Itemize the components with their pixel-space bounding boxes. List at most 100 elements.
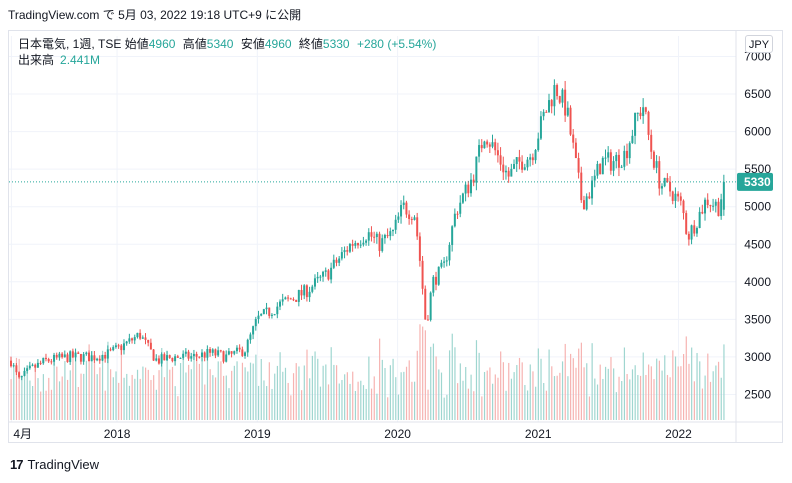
candle-body xyxy=(507,170,510,177)
candle-body xyxy=(459,202,462,214)
currency-button[interactable]: JPY xyxy=(745,35,773,53)
volume-bar xyxy=(610,357,612,420)
candle-body xyxy=(112,347,115,351)
volume-bar xyxy=(704,375,706,420)
volume-bar xyxy=(526,390,529,420)
candle-body xyxy=(90,355,93,362)
candle-body xyxy=(432,276,435,293)
candle-body xyxy=(663,177,666,187)
footer-brand[interactable]: 17 TradingView xyxy=(10,457,99,472)
volume-bar xyxy=(666,374,669,420)
price-tick-label: 5000 xyxy=(744,200,771,214)
volume-bar xyxy=(190,369,192,420)
volume-bar xyxy=(467,388,469,420)
chart-frame[interactable] xyxy=(8,30,783,443)
volume-bar xyxy=(513,372,515,420)
volume-bar xyxy=(508,362,510,420)
volume-bar xyxy=(257,385,260,420)
volume-bar xyxy=(252,363,254,420)
volume-bar xyxy=(701,388,704,420)
candle-body xyxy=(717,201,720,217)
volume-bar xyxy=(629,379,631,420)
candle-body xyxy=(39,362,42,364)
candle-body xyxy=(480,145,483,149)
volume-label: 出来高 xyxy=(18,53,55,67)
candle-body xyxy=(596,163,599,176)
candle-body xyxy=(174,356,177,362)
candle-body xyxy=(214,349,217,356)
tradingview-logo-icon: 17 xyxy=(10,457,24,472)
volume-bar xyxy=(626,373,628,420)
candle-body xyxy=(655,161,658,168)
close-label: 終値 xyxy=(298,37,323,51)
candle-body xyxy=(34,364,37,368)
candle-body xyxy=(276,306,279,315)
volume-bar xyxy=(142,366,144,420)
candle-body xyxy=(593,175,596,181)
candle-body xyxy=(61,353,64,358)
candle-body xyxy=(443,261,446,263)
volume-bar xyxy=(430,346,432,420)
candle-body xyxy=(10,360,12,367)
candle-body xyxy=(394,219,397,230)
candle-body xyxy=(609,152,612,171)
volume-bar xyxy=(532,371,534,420)
volume-bar xyxy=(548,349,550,420)
candle-body xyxy=(332,259,335,268)
volume-bar xyxy=(454,347,456,420)
volume-bar xyxy=(23,367,26,420)
volume-bar xyxy=(459,363,461,420)
volume-bar xyxy=(126,373,128,420)
candle-body xyxy=(63,354,66,358)
candle-body xyxy=(421,260,424,289)
volume-bar xyxy=(400,372,402,420)
candle-body xyxy=(607,152,610,158)
candle-body xyxy=(93,355,96,361)
candle-body xyxy=(564,89,567,116)
volume-bar xyxy=(34,371,36,420)
volume-bar xyxy=(193,355,195,420)
volume-bar xyxy=(174,386,176,420)
volume-bar xyxy=(317,358,319,420)
candle-body xyxy=(284,297,287,300)
volume-bar xyxy=(123,377,125,420)
volume-bar xyxy=(505,390,507,420)
volume-bar xyxy=(115,371,117,420)
volume-bar xyxy=(408,360,410,420)
candle-body xyxy=(483,141,486,149)
candle-body xyxy=(171,357,174,362)
candle-body xyxy=(241,349,244,356)
volume-bar xyxy=(427,389,429,420)
candle-body xyxy=(136,332,139,338)
time-tick-label: 2018 xyxy=(104,427,131,441)
volume-bar xyxy=(295,363,297,420)
volume-bar xyxy=(360,380,362,420)
candle-body xyxy=(305,285,308,298)
candle-body xyxy=(440,262,443,267)
open-label: 始値 xyxy=(124,37,149,51)
volume-bar xyxy=(583,367,585,420)
volume-bar xyxy=(529,364,531,420)
volume-bar xyxy=(688,363,690,420)
candle-body xyxy=(486,141,489,145)
candle-body xyxy=(238,347,241,350)
volume-bar xyxy=(279,352,281,420)
volume-bar xyxy=(545,390,548,420)
candle-body xyxy=(383,235,386,239)
volume-bar xyxy=(10,379,12,420)
candle-body xyxy=(623,150,626,167)
candle-body xyxy=(561,89,564,103)
volume-bar xyxy=(85,360,88,420)
volume-bar xyxy=(212,375,214,420)
candle-body xyxy=(281,299,284,302)
volume-bar xyxy=(451,333,453,420)
volume-bar xyxy=(330,347,332,420)
volume-bar xyxy=(319,386,322,420)
candle-body xyxy=(426,319,429,321)
volume-bar xyxy=(411,381,413,420)
volume-bar xyxy=(260,359,262,420)
volume-bar xyxy=(642,352,644,420)
volume-bar xyxy=(376,393,378,420)
volume-bar xyxy=(365,388,367,420)
